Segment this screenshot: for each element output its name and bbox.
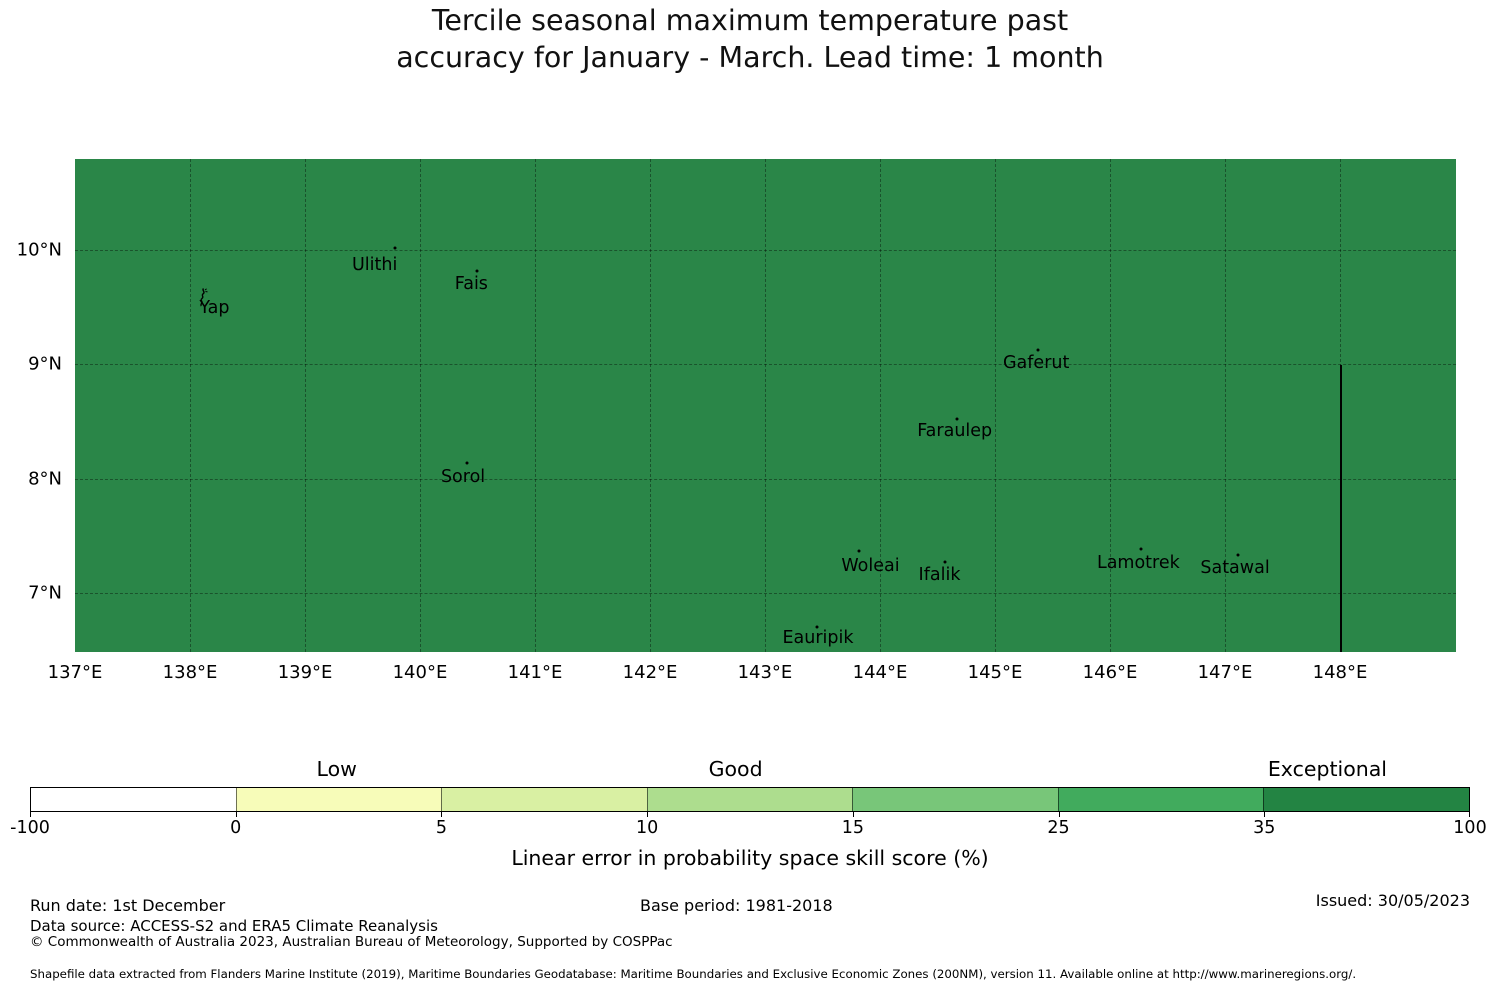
y-axis-tick-label: 10°N bbox=[16, 239, 62, 261]
colorbar-segment bbox=[852, 788, 1058, 811]
map-gridline-vertical bbox=[879, 159, 881, 652]
island-dot bbox=[1139, 547, 1143, 551]
island-label: Gaferut bbox=[1002, 353, 1070, 374]
colorbar-tick-label: 35 bbox=[1253, 818, 1276, 838]
colorbar-tick-mark bbox=[647, 812, 649, 817]
y-axis-tick-label: 7°N bbox=[28, 582, 62, 604]
island-dot bbox=[465, 461, 469, 465]
island-dot bbox=[943, 560, 947, 564]
map-gridline-vertical bbox=[650, 159, 652, 652]
island-label: Ulithi bbox=[351, 254, 398, 275]
colorbar-segment bbox=[1057, 788, 1264, 811]
colorbar-tick-label: 25 bbox=[1047, 818, 1070, 838]
copyright-text: © Commonwealth of Australia 2023, Austra… bbox=[30, 934, 673, 950]
x-axis-tick-label: 145°E bbox=[967, 662, 1023, 683]
colorbar-tick-mark bbox=[1264, 812, 1266, 817]
x-axis-tick-label: 147°E bbox=[1197, 662, 1253, 683]
x-axis-tick-label: 140°E bbox=[392, 662, 448, 683]
x-axis-tick-label: 144°E bbox=[852, 662, 908, 683]
colorbar-tick-mark bbox=[1058, 812, 1060, 817]
map-gridline-vertical bbox=[305, 159, 307, 652]
issued-date-text: Issued: 30/05/2023 bbox=[1315, 891, 1470, 910]
x-axis-tick-label: 146°E bbox=[1082, 662, 1138, 683]
eez-boundary-line bbox=[1339, 365, 1342, 652]
data-source-text: Data source: ACCESS-S2 and ERA5 Climate … bbox=[30, 917, 438, 935]
yap-island-outline bbox=[196, 288, 211, 311]
y-axis-tick-label: 8°N bbox=[28, 468, 62, 490]
colorbar-tick-mark bbox=[441, 812, 443, 817]
x-axis-tick-label: 142°E bbox=[622, 662, 678, 683]
colorbar-tick-mark bbox=[1469, 812, 1470, 817]
map-gridline-vertical bbox=[190, 159, 192, 652]
run-date-text: Run date: 1st December bbox=[30, 896, 226, 915]
colorbar-category-label: Low bbox=[316, 757, 357, 781]
island-label: Yap bbox=[199, 297, 230, 318]
x-axis: 137°E 138°E 139°E 140°E 141°E 142°E 143°E 144°E… bbox=[48, 662, 1456, 690]
x-axis-tick-label: 139°E bbox=[277, 662, 333, 683]
colorbar-tick-label: 0 bbox=[230, 818, 242, 838]
island-label: Lamotrek bbox=[1096, 553, 1180, 574]
map-gridline-horizontal bbox=[75, 364, 1456, 366]
island-dot bbox=[815, 625, 819, 629]
x-axis-tick-label: 141°E bbox=[507, 662, 563, 683]
colorbar-category-label: Exceptional bbox=[1267, 757, 1388, 781]
colorbar-legend: Linear error in probability space skill … bbox=[10, 757, 1487, 887]
island-dot bbox=[393, 246, 397, 250]
colorbar-tick-label: 100 bbox=[1453, 818, 1487, 838]
colorbar-category-label: Good bbox=[708, 757, 763, 781]
y-axis: 10°N 9°N 8°N 7°N bbox=[0, 159, 62, 652]
figure-title-line1: Tercile seasonal maximum temperature pas… bbox=[431, 4, 1069, 37]
island-label: Fais bbox=[454, 274, 488, 295]
y-axis-tick-label: 9°N bbox=[28, 353, 62, 375]
island-dot bbox=[1036, 348, 1040, 352]
x-axis-tick-label: 137°E bbox=[47, 662, 103, 683]
island-dot bbox=[1236, 553, 1240, 557]
figure-title-line2: accuracy for January - March. Lead time:… bbox=[396, 41, 1104, 74]
shapefile-credit-text: Shapefile data extracted from Flanders M… bbox=[30, 967, 1357, 981]
map-gridline-horizontal bbox=[75, 592, 1456, 594]
map-gridline-vertical bbox=[419, 159, 421, 652]
island-dot bbox=[475, 269, 479, 273]
map-gridline-horizontal bbox=[75, 478, 1456, 480]
island-label: Eauripik bbox=[782, 628, 854, 649]
colorbar-tick-label: 5 bbox=[435, 818, 447, 838]
map-gridline-vertical bbox=[535, 159, 536, 652]
colorbar-segment bbox=[31, 788, 236, 811]
colorbar-tick-label: 15 bbox=[841, 818, 864, 838]
map-gridline-vertical bbox=[1224, 159, 1226, 652]
island-label: Sorol bbox=[440, 466, 486, 487]
colorbar-segment bbox=[235, 788, 442, 811]
colorbar bbox=[30, 787, 1470, 812]
x-axis-tick-label: 143°E bbox=[737, 662, 793, 683]
colorbar-segment bbox=[646, 788, 853, 811]
map-gridline-vertical bbox=[764, 159, 766, 652]
map-gridline-vertical bbox=[995, 159, 997, 652]
map-plot: Yap Ulithi Fais Sorol Gaferut Faraulep Woleai I… bbox=[75, 159, 1456, 652]
island-label: Ifalik bbox=[918, 565, 961, 586]
colorbar-tick-mark bbox=[30, 812, 31, 817]
colorbar-tick-mark bbox=[235, 812, 237, 817]
colorbar-segment bbox=[1263, 788, 1470, 811]
base-period-text: Base period: 1981-2018 bbox=[640, 896, 833, 915]
colorbar-tick-mark bbox=[852, 812, 854, 817]
colorbar-axis-label: Linear error in probability space skill … bbox=[511, 846, 989, 870]
figure-title: Tercile seasonal maximum temperature pas… bbox=[0, 2, 1500, 76]
x-axis-tick-label: 148°E bbox=[1312, 662, 1368, 683]
colorbar-segment bbox=[441, 788, 647, 811]
map-gridline-vertical bbox=[1110, 159, 1112, 652]
colorbar-tick-label: 10 bbox=[636, 818, 659, 838]
island-label: Woleai bbox=[841, 556, 900, 577]
island-dot bbox=[857, 549, 861, 553]
island-label: Satawal bbox=[1200, 558, 1270, 579]
island-dot bbox=[955, 417, 959, 421]
map-gridline-horizontal bbox=[75, 250, 1456, 252]
island-label: Faraulep bbox=[917, 421, 993, 442]
x-axis-tick-label: 138°E bbox=[162, 662, 218, 683]
colorbar-tick-label: -100 bbox=[10, 818, 50, 838]
